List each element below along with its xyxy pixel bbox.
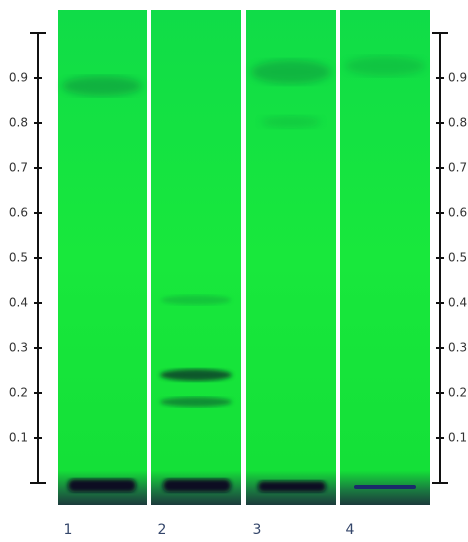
- lane-label: 2: [158, 522, 167, 538]
- scale-label: 0.6: [448, 206, 467, 220]
- scale-label: 0.1: [9, 431, 28, 445]
- scale-label: 0.8: [9, 116, 28, 130]
- band: [160, 369, 232, 381]
- scale-label: 0.1: [448, 431, 467, 445]
- lane: [340, 10, 430, 505]
- origin-spot: [354, 485, 416, 489]
- scale-label: 0.7: [9, 161, 28, 175]
- lane-label: 1: [64, 522, 73, 538]
- scale-label: 0.3: [448, 341, 467, 355]
- lane: [246, 10, 336, 505]
- lane: [151, 10, 241, 505]
- scale-label: 0.5: [448, 251, 467, 265]
- scale-label: 0.9: [448, 71, 467, 85]
- scale-label: 0.4: [448, 296, 467, 310]
- scale-label: 0.9: [9, 71, 28, 85]
- lane-label: 4: [346, 522, 355, 538]
- scale-label: 0.5: [9, 251, 28, 265]
- scale-label: 0.2: [448, 386, 467, 400]
- scale-label: 0.6: [9, 206, 28, 220]
- scale-label: 0.3: [9, 341, 28, 355]
- scale-label: 0.7: [448, 161, 467, 175]
- band: [161, 295, 231, 305]
- scale-label: 0.2: [9, 386, 28, 400]
- band: [160, 397, 232, 407]
- origin-spot: [163, 479, 231, 492]
- band: [251, 60, 331, 84]
- band: [345, 56, 425, 76]
- band: [62, 76, 142, 96]
- lane-label: 3: [253, 522, 262, 538]
- bands: [62, 56, 425, 492]
- origin-spot: [68, 479, 136, 492]
- origin-spot: [258, 481, 326, 492]
- band: [261, 116, 321, 128]
- scale-label: 0.8: [448, 116, 467, 130]
- scale-label: 0.4: [9, 296, 28, 310]
